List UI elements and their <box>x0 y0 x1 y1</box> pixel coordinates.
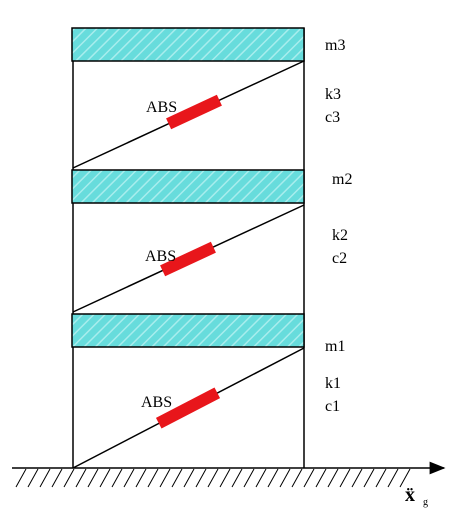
mass-slab-m1 <box>71 313 305 348</box>
mass-label-m2: m2 <box>332 171 352 188</box>
mass-slab-m3 <box>71 27 305 62</box>
damper-label-story-1: ABS <box>141 394 172 411</box>
damper-story-3 <box>166 94 222 130</box>
damping-label-c2: c2 <box>332 250 347 267</box>
mass-label-m1: m1 <box>325 338 345 355</box>
stiffness-label-k2: k2 <box>332 227 348 244</box>
damper-story-1 <box>155 387 221 429</box>
damper-label-story-3: ABS <box>146 99 177 116</box>
damping-label-c1: c1 <box>325 398 340 415</box>
damper-story-2 <box>160 241 216 277</box>
stiffness-label-k3: k3 <box>325 86 341 103</box>
ground-acceleration-symbol: ẍ <box>405 484 415 506</box>
mass-label-m3: m3 <box>325 37 345 54</box>
damping-label-c3: c3 <box>325 109 340 126</box>
stiffness-label-k1: k1 <box>325 375 341 392</box>
ground-acceleration-subscript: g <box>423 497 428 508</box>
damper-label-story-2: ABS <box>145 248 176 265</box>
ground-hatch <box>15 468 411 488</box>
mass-slab-m2 <box>71 169 305 204</box>
